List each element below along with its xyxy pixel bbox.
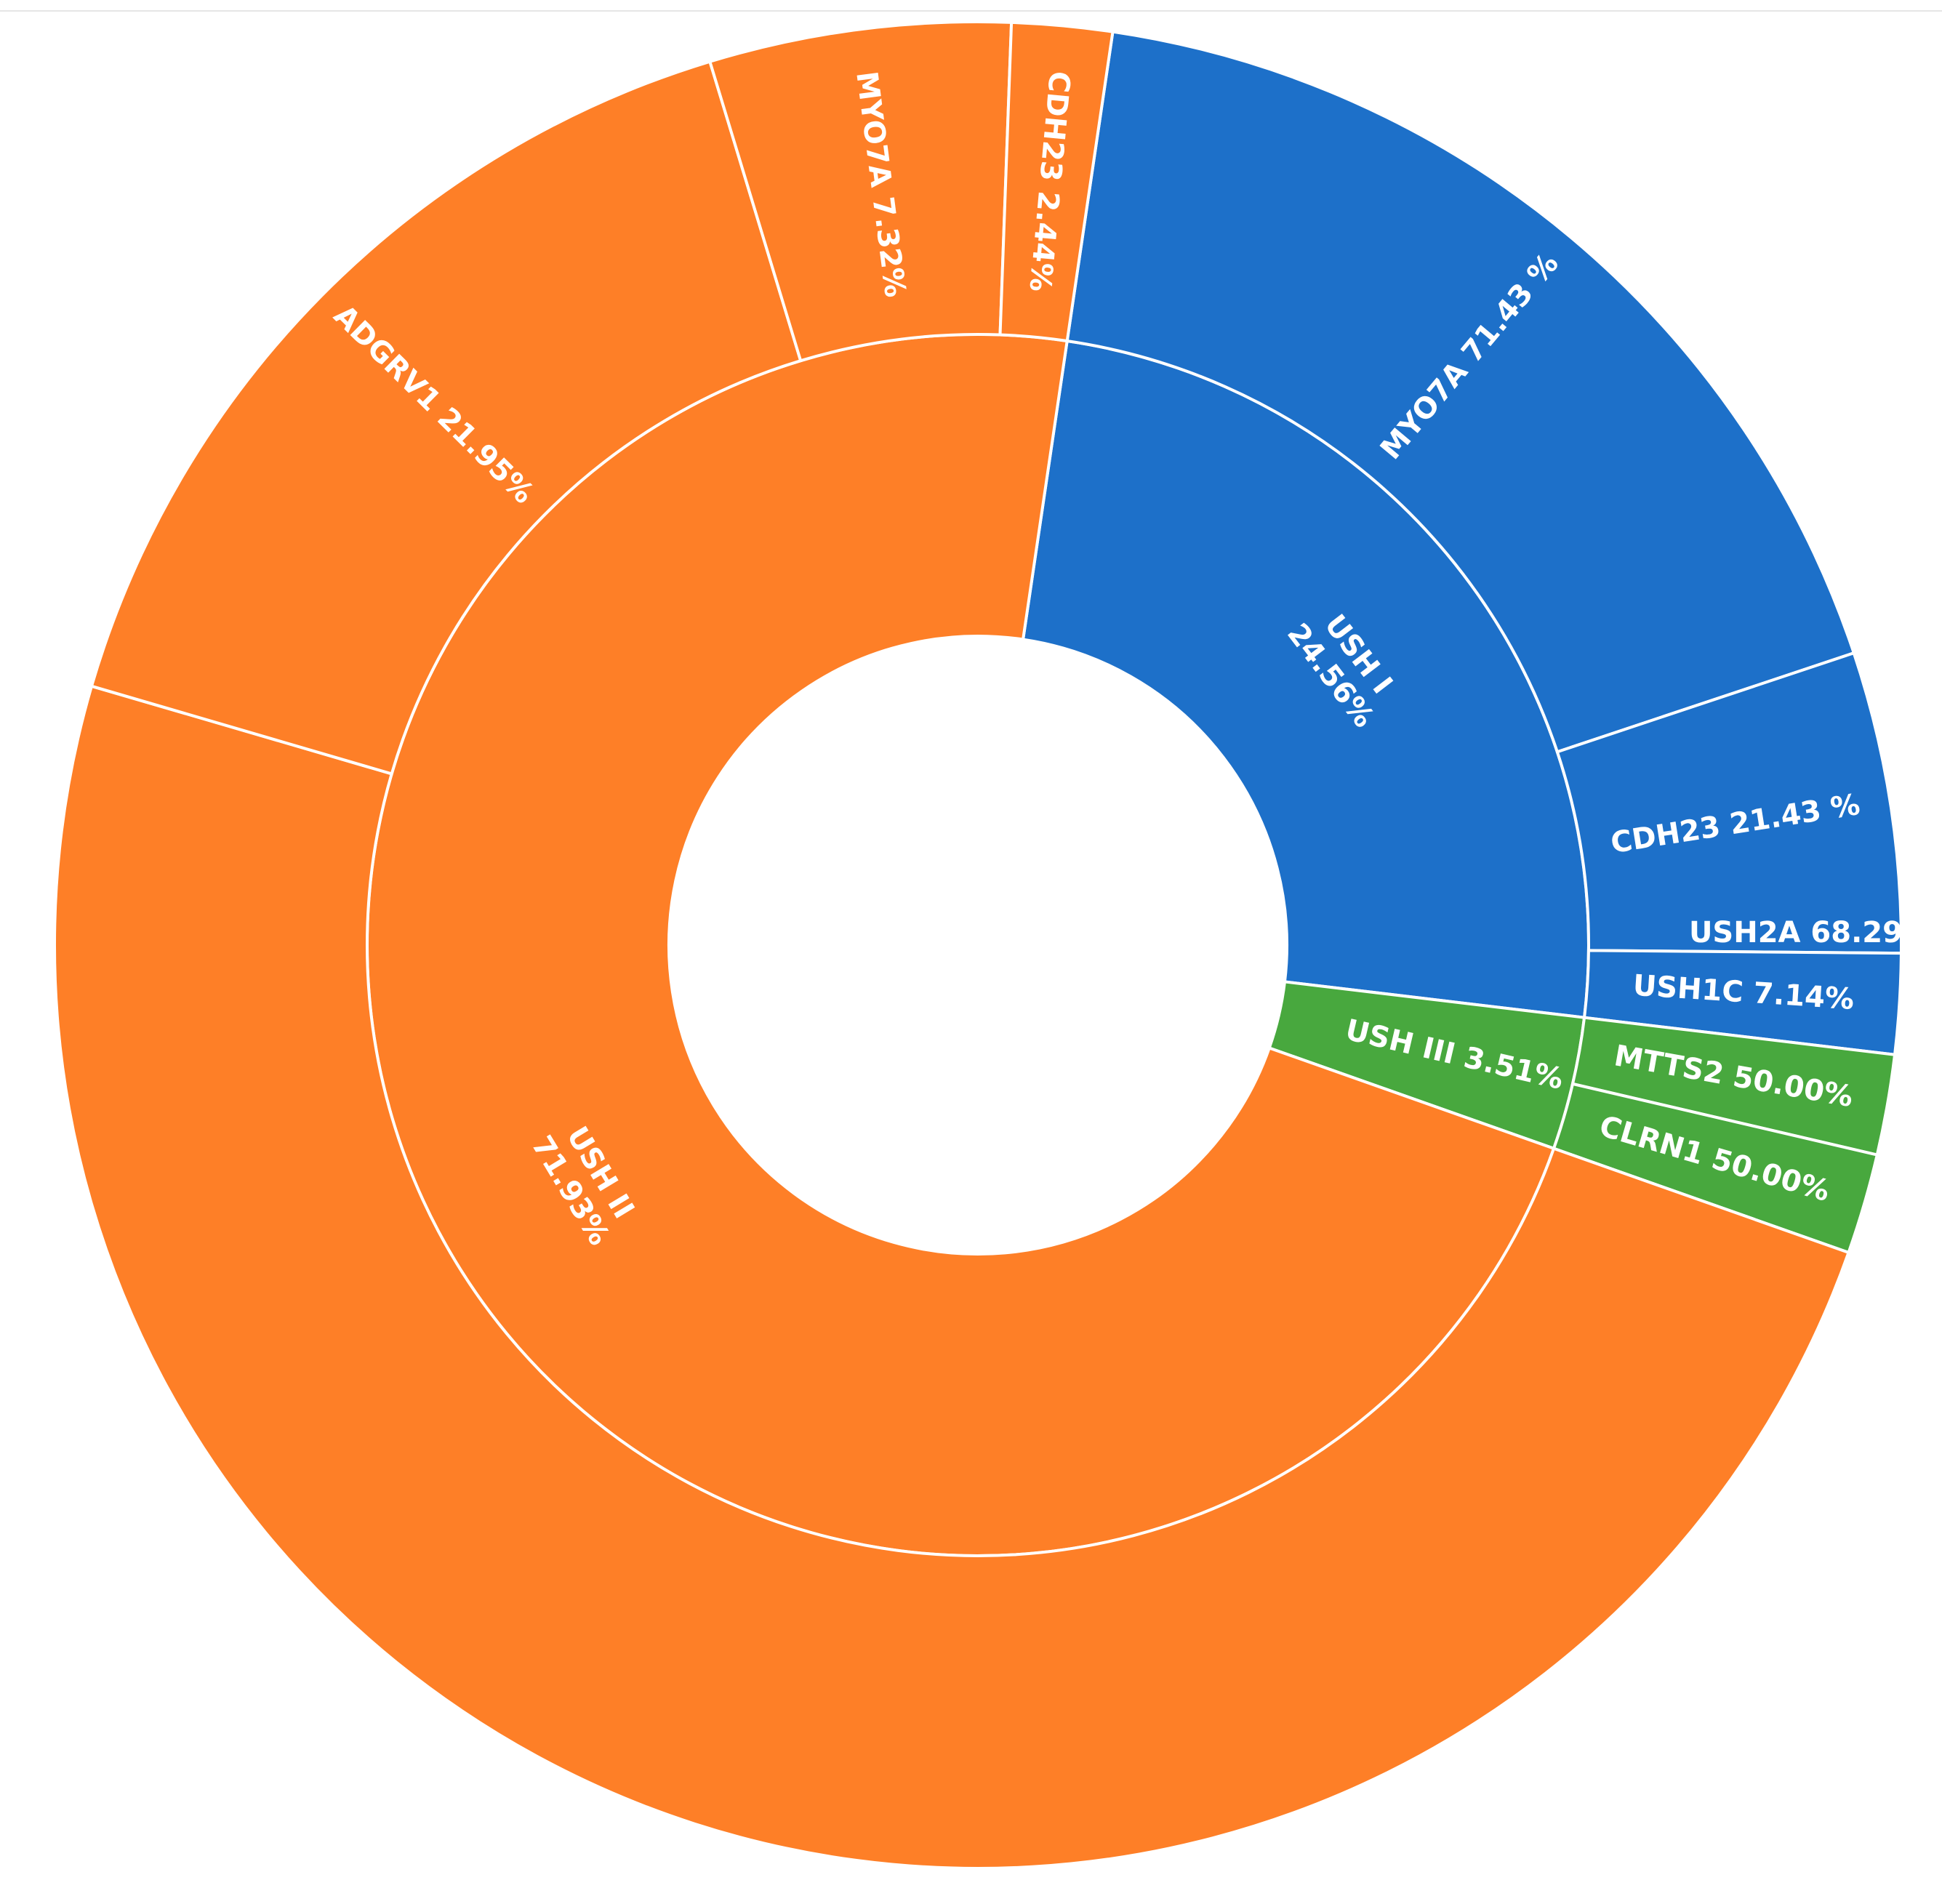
- outer-segment-ush-ii-cdh23: [998, 20, 1115, 343]
- outer-segment-ush-ii-ush2a: [53, 684, 1851, 1870]
- outer-segment-ush-i-myo7a: [1065, 30, 1856, 754]
- inner-ring: [365, 333, 1590, 1557]
- top-rule: [0, 0, 1942, 12]
- outer-ring: [53, 20, 1903, 1870]
- outer-label-ush-ii-ush2a: USH2A 68.29%: [1689, 916, 1932, 949]
- outer-segment-ush-ii-adgrv1: [89, 60, 803, 776]
